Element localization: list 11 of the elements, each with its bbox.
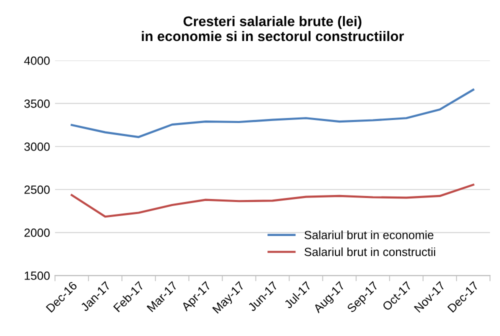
y-tick-label: 1500 (24, 272, 50, 280)
line-series (70, 88, 474, 138)
legend-label: Salariul brut in constructii (304, 247, 436, 256)
y-tick-label: 2500 (24, 186, 50, 194)
y-tick-label: 3000 (24, 142, 50, 151)
y-tick-label: 3500 (24, 100, 50, 108)
y-tick-label: 4000 (24, 56, 50, 65)
legend-label: Salariul brut in economie (304, 230, 434, 240)
y-tick-label: 2000 (24, 228, 50, 237)
chart-title: Cresteri salariale brute (lei) in economie si in sectorul constructiilor (142, 16, 404, 42)
line-series (70, 184, 474, 218)
